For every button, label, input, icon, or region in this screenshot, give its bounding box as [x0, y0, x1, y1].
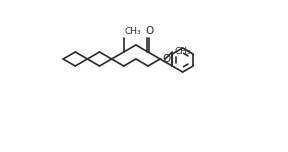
- Text: CH₃: CH₃: [174, 47, 191, 57]
- Text: CH₃: CH₃: [125, 27, 141, 36]
- Text: O: O: [162, 54, 170, 64]
- Text: O: O: [145, 26, 153, 36]
